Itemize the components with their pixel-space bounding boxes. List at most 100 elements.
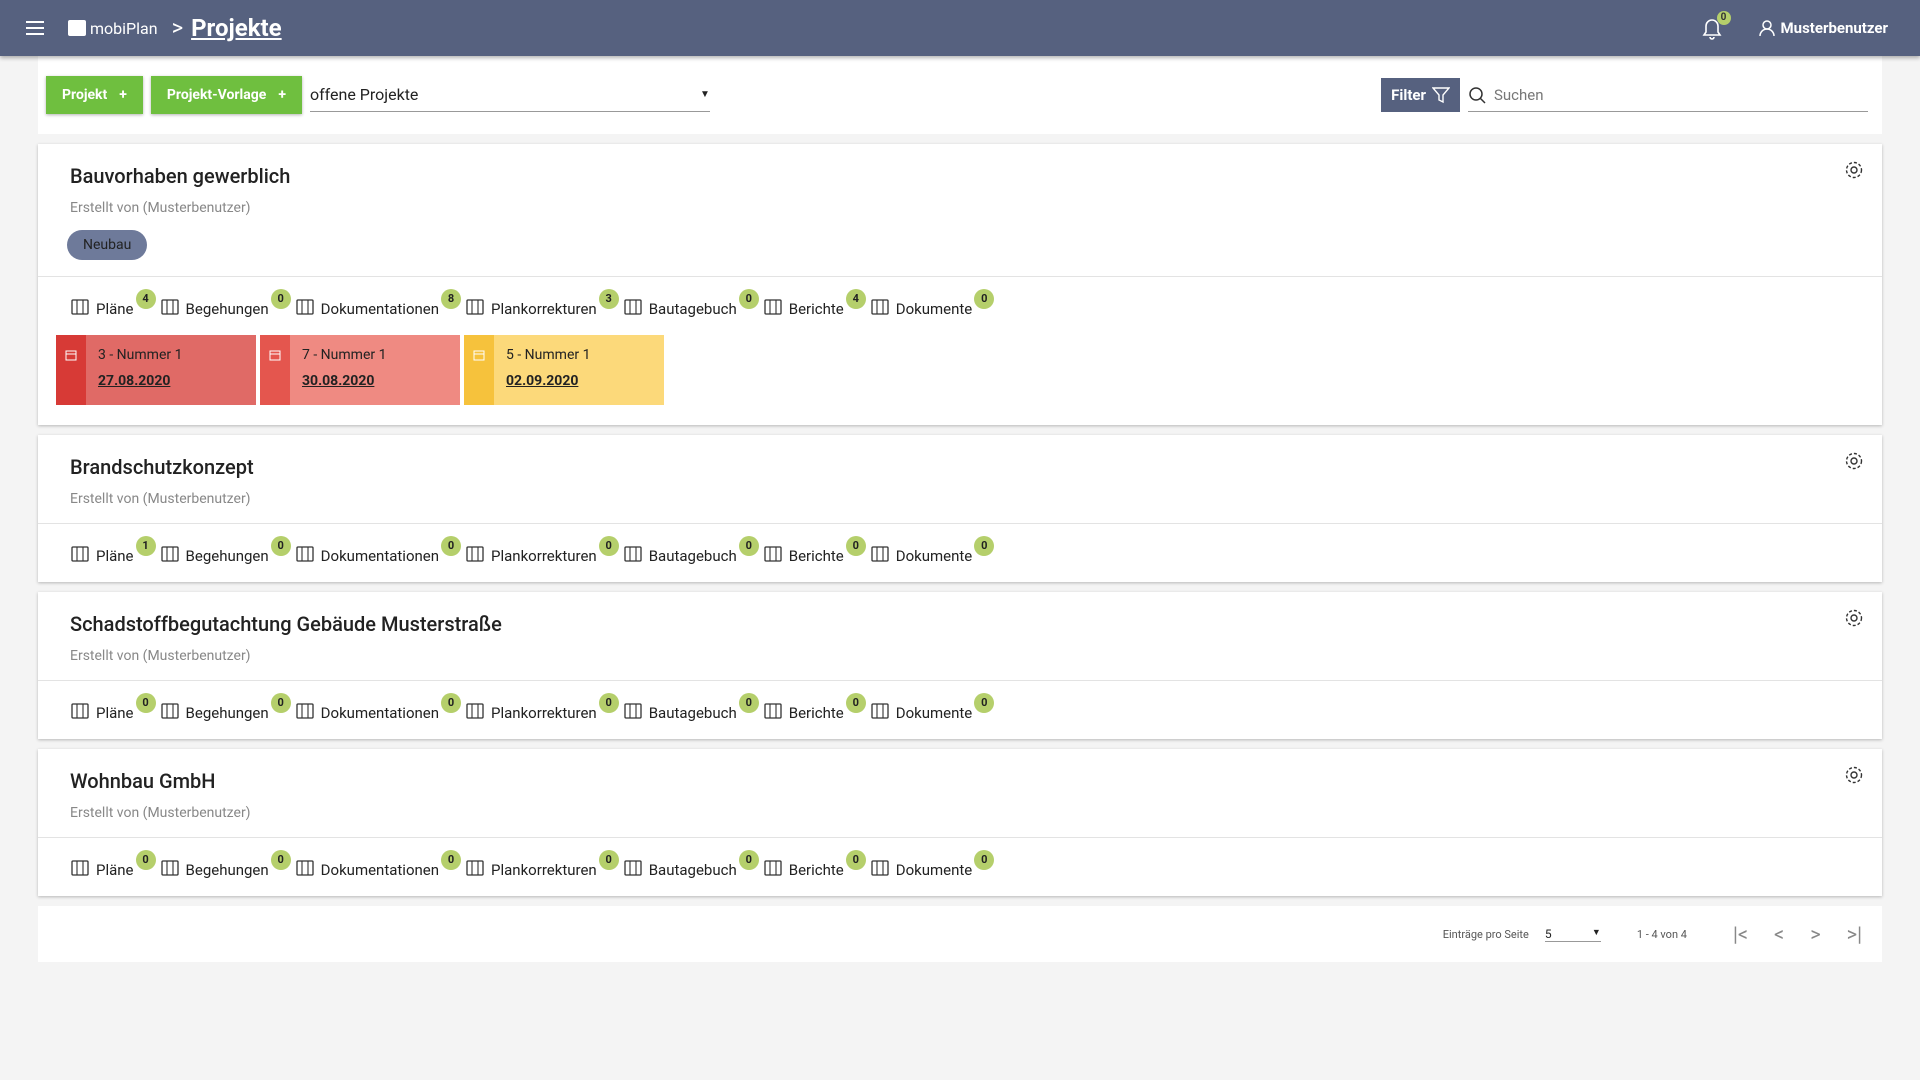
module-link[interactable]: Begehungen 0 xyxy=(160,693,291,725)
project-title[interactable]: Wohnbau GmbH xyxy=(70,769,216,793)
module-link[interactable]: Pläne 1 xyxy=(70,536,156,568)
module-icon xyxy=(465,701,485,725)
project-subtitle: Erstellt von (Musterbenutzer) xyxy=(70,805,251,821)
deadline-card[interactable]: 7 - Nummer 1 30.08.2020 xyxy=(260,335,460,405)
prev-page[interactable]: < xyxy=(1774,922,1785,946)
module-link[interactable]: Bautagebuch 0 xyxy=(623,850,759,882)
project-list: Bauvorhaben gewerblich Erstellt von (Must… xyxy=(0,144,1920,896)
module-label: Dokumentationen xyxy=(320,704,440,722)
module-count: 0 xyxy=(270,536,291,556)
module-link[interactable]: Bautagebuch 0 xyxy=(623,536,759,568)
search-field[interactable]: Suchen xyxy=(1468,78,1868,112)
deadline-card[interactable]: 5 - Nummer 1 02.09.2020 xyxy=(464,335,664,405)
module-link[interactable]: Dokumente 0 xyxy=(870,289,995,321)
module-link[interactable]: Bautagebuch 0 xyxy=(623,693,759,725)
module-count: 0 xyxy=(974,693,995,713)
project-subtitle: Erstellt von (Musterbenutzer) xyxy=(70,200,251,216)
status-select[interactable]: offene Projekte ▼ xyxy=(309,78,710,112)
project-title[interactable]: Brandschutzkonzept xyxy=(70,455,254,479)
module-link[interactable]: Berichte 0 xyxy=(763,536,866,568)
notifications[interactable]: 0 xyxy=(1699,11,1731,41)
module-label: Pläne xyxy=(96,300,134,318)
module-count: 0 xyxy=(974,850,995,870)
header: mobiPlan > Projekte 0 Musterbenutzer xyxy=(0,0,1920,56)
module-label: Dokumente xyxy=(895,300,973,318)
module-link[interactable]: Dokumente 0 xyxy=(870,850,995,882)
module-count: 0 xyxy=(270,693,291,713)
module-count: 0 xyxy=(441,536,462,556)
module-icon xyxy=(465,858,485,882)
menu-button[interactable] xyxy=(26,20,46,36)
new-template-button[interactable]: Projekt-Vorlage + xyxy=(150,76,302,114)
module-link[interactable]: Berichte 0 xyxy=(763,850,866,882)
module-link[interactable]: Begehungen 0 xyxy=(160,289,291,321)
deadline-icon xyxy=(260,335,290,405)
settings-button[interactable] xyxy=(1844,160,1864,184)
deadline-card[interactable]: 3 - Nummer 1 27.08.2020 xyxy=(56,335,256,405)
filter-button[interactable]: Filter xyxy=(1381,78,1460,112)
module-count: 0 xyxy=(974,289,995,309)
user-menu[interactable]: Musterbenutzer xyxy=(1758,19,1888,37)
module-link[interactable]: Dokumentationen 8 xyxy=(295,289,462,321)
module-icon xyxy=(70,701,90,725)
module-icon xyxy=(623,701,643,725)
deadline-label: 5 - Nummer 1 xyxy=(506,347,591,363)
module-label: Plankorrekturen xyxy=(491,704,597,722)
module-count: 0 xyxy=(135,693,156,713)
module-link[interactable]: Begehungen 0 xyxy=(160,536,291,568)
project-title[interactable]: Schadstoffbegutachtung Gebäude Musterstr… xyxy=(70,612,502,636)
module-count: 0 xyxy=(135,850,156,870)
module-link[interactable]: Bautagebuch 0 xyxy=(623,289,759,321)
card-header: Bauvorhaben gewerblich Erstellt von (Must… xyxy=(38,144,1882,276)
module-link[interactable]: Plankorrekturen 0 xyxy=(465,536,619,568)
card-header: Wohnbau GmbH Erstellt von (Musterbenutzer… xyxy=(38,749,1882,837)
breadcrumb[interactable]: Projekte xyxy=(191,14,282,42)
module-count: 4 xyxy=(845,289,866,309)
pagination: Einträge pro Seite 5 ▼ 1 - 4 von 4 |< < > >| xyxy=(38,906,1882,962)
module-count: 0 xyxy=(598,536,619,556)
page-range: 1 - 4 von 4 xyxy=(1636,927,1687,941)
project-subtitle: Erstellt von (Musterbenutzer) xyxy=(70,491,251,507)
module-link[interactable]: Berichte 0 xyxy=(763,693,866,725)
module-link[interactable]: Plankorrekturen 3 xyxy=(465,289,619,321)
project-title[interactable]: Bauvorhaben gewerblich xyxy=(70,164,291,188)
module-link[interactable]: Dokumentationen 0 xyxy=(295,850,462,882)
button-label: Filter xyxy=(1391,86,1426,104)
module-count: 0 xyxy=(738,850,759,870)
card-header: Brandschutzkonzept Erstellt von (Musterbe… xyxy=(38,435,1882,523)
module-link[interactable]: Plankorrekturen 0 xyxy=(465,850,619,882)
module-count: 3 xyxy=(598,289,619,309)
settings-button[interactable] xyxy=(1844,765,1864,789)
module-link[interactable]: Pläne 4 xyxy=(70,289,156,321)
module-link[interactable]: Plankorrekturen 0 xyxy=(465,693,619,725)
next-page[interactable]: > xyxy=(1810,922,1821,946)
module-link[interactable]: Dokumente 0 xyxy=(870,536,995,568)
settings-button[interactable] xyxy=(1844,451,1864,475)
module-icon xyxy=(160,858,180,882)
per-page-select[interactable]: 5 ▼ xyxy=(1544,926,1601,942)
module-count: 0 xyxy=(598,693,619,713)
settings-button[interactable] xyxy=(1844,608,1864,632)
project-tag[interactable]: Neubau xyxy=(67,230,148,260)
module-link[interactable]: Dokumente 0 xyxy=(870,693,995,725)
module-link[interactable]: Berichte 4 xyxy=(763,289,866,321)
brand[interactable]: mobiPlan xyxy=(68,19,158,38)
new-project-button[interactable]: Projekt + xyxy=(46,76,143,114)
module-link[interactable]: Dokumentationen 0 xyxy=(295,693,462,725)
last-page[interactable]: >| xyxy=(1846,922,1862,946)
module-link[interactable]: Pläne 0 xyxy=(70,693,156,725)
module-label: Dokumente xyxy=(895,704,973,722)
deadline-label: 3 - Nummer 1 xyxy=(98,347,183,363)
module-link[interactable]: Dokumentationen 0 xyxy=(295,536,462,568)
module-count: 0 xyxy=(738,289,759,309)
module-count: 0 xyxy=(270,850,291,870)
module-count: 0 xyxy=(845,850,866,870)
module-icon xyxy=(763,544,783,568)
button-label: Projekt xyxy=(62,87,108,103)
module-icon xyxy=(870,544,890,568)
module-link[interactable]: Pläne 0 xyxy=(70,850,156,882)
per-page-label: Einträge pro Seite xyxy=(1442,927,1529,941)
module-link[interactable]: Begehungen 0 xyxy=(160,850,291,882)
module-row: Pläne 0 Begehungen 0 Dokumentationen 0 Plankor… xyxy=(38,837,1882,896)
first-page[interactable]: |< xyxy=(1732,922,1749,946)
